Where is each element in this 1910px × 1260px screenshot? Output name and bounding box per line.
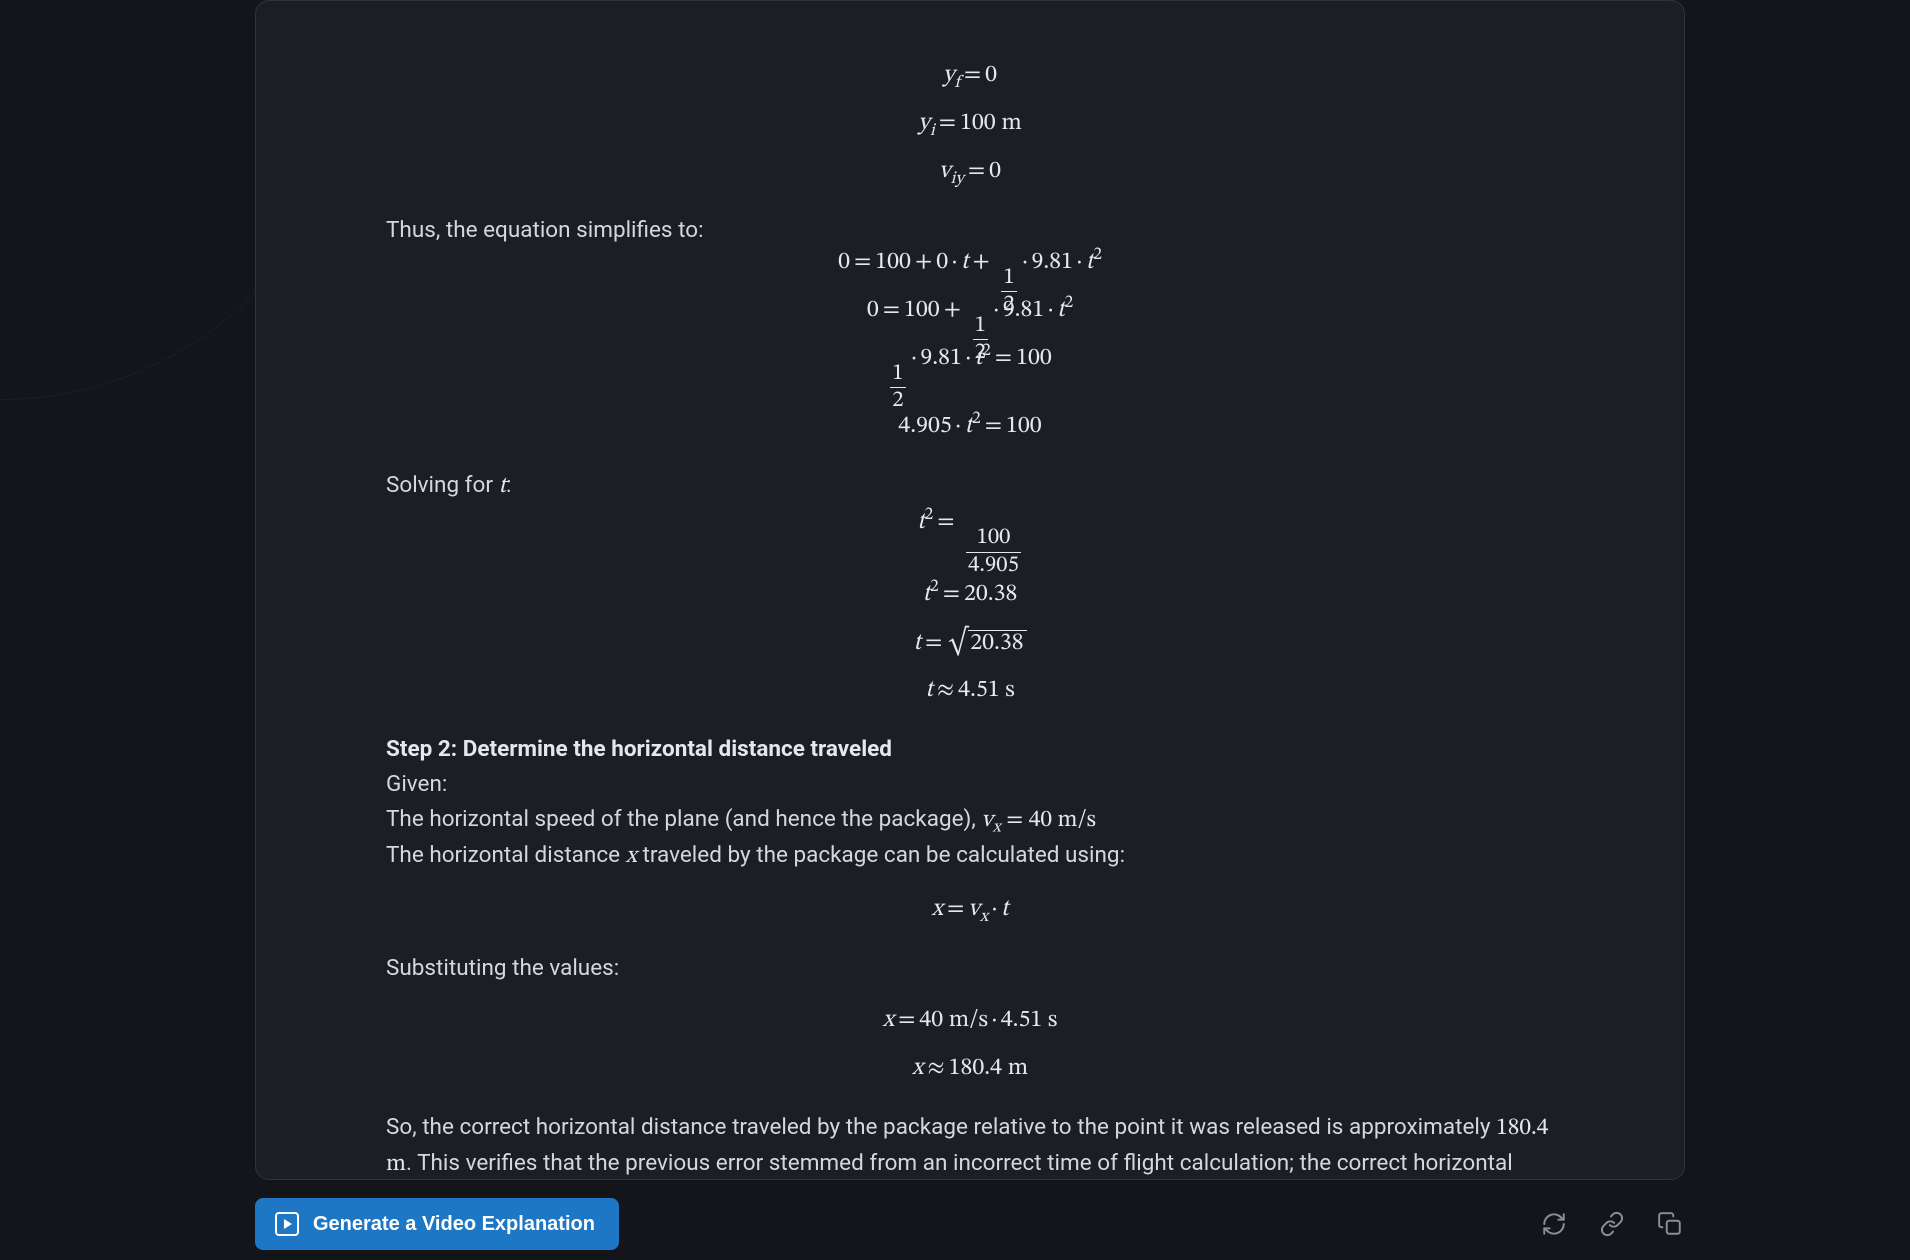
eq-block-given-y: yf=0 yi=100 m viy=0: [386, 51, 1554, 195]
regenerate-button[interactable]: [1539, 1209, 1569, 1239]
text-simplify: Thus, the equation simplifies to:: [386, 213, 1554, 248]
link-icon: [1599, 1211, 1625, 1237]
text-substituting: Substituting the values:: [386, 951, 1554, 986]
eq-block-x-value: x=40 m/s·4.51 s x≈180.4 m: [386, 996, 1554, 1092]
text-conclusion: So, the correct horizontal distance trav…: [386, 1110, 1554, 1180]
eq1-line1: yf=0: [386, 51, 1554, 99]
text-solving-for-t: Solving for t:: [386, 468, 1554, 504]
step2-heading: Step 2: Determine the horizontal distanc…: [386, 732, 1554, 767]
eq3-line4: t≈4.51 s: [386, 666, 1554, 714]
eq3-line1: t2= 1004.905: [386, 514, 1554, 570]
text-horizontal-distance: The horizontal distance x traveled by th…: [386, 838, 1554, 874]
eq-block-simplify: 0=100+0·t+ 12·9.81·t2 0=100+ 12·9.81·t2 …: [386, 258, 1554, 450]
copy-link-button[interactable]: [1597, 1209, 1627, 1239]
eq-block-solve-t: t2= 1004.905 t2=20.38 t=√20.38 t≈4.51 s: [386, 514, 1554, 714]
answer-card: yf=0 yi=100 m viy=0 Thus, the equation s…: [255, 0, 1685, 1180]
eq5-line2: x≈180.4 m: [386, 1044, 1554, 1092]
response-actions: [1539, 1209, 1685, 1239]
eq1-line3: viy=0: [386, 147, 1554, 195]
eq3-line3: t=√20.38: [386, 618, 1554, 666]
text-vx: The horizontal speed of the plane (and h…: [386, 802, 1554, 838]
play-icon: [275, 1212, 299, 1236]
eq4-line1: x=vx·t: [386, 885, 1554, 933]
regenerate-icon: [1541, 1211, 1567, 1237]
eq5-line1: x=40 m/s·4.51 s: [386, 996, 1554, 1044]
action-row: Generate a Video Explanation: [255, 1198, 1685, 1250]
copy-icon: [1657, 1211, 1683, 1237]
text-given: Given:: [386, 767, 1554, 802]
eq2-line3: 12·9.81·t2=100: [386, 354, 1554, 402]
copy-button[interactable]: [1655, 1209, 1685, 1239]
eq-block-x-formula: x=vx·t: [386, 885, 1554, 933]
generate-video-label: Generate a Video Explanation: [313, 1213, 595, 1236]
eq1-line2: yi=100 m: [386, 99, 1554, 147]
generate-video-button[interactable]: Generate a Video Explanation: [255, 1198, 619, 1250]
